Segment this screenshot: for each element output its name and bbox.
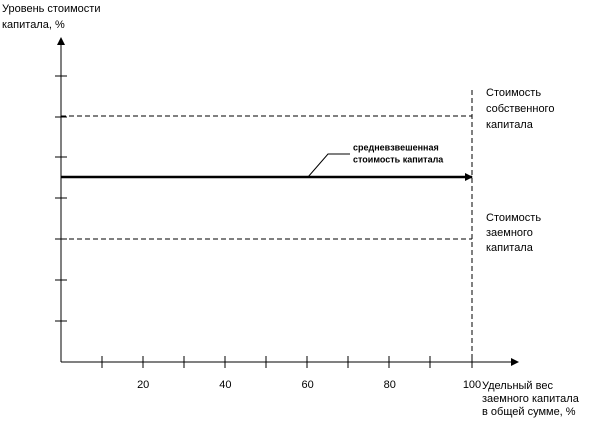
debt-label: капитала [486,242,534,254]
debt-label: заемного [486,227,533,239]
y-axis-label: Уровень стоимости [2,3,100,15]
x-axis-label: Удельный вес [482,380,553,392]
leader-line [307,153,350,178]
x-tick-label: 60 [301,379,313,391]
wacc-label: стоимость капитала [353,154,444,164]
x-tick-label: 100 [463,379,481,391]
x-tick-label: 80 [384,379,396,391]
equity-label: капитала [486,119,534,131]
wacc-label: средневзвешенная [353,142,439,152]
equity-label: собственного [486,103,554,115]
y-ticks [55,75,67,322]
debt-label: Стоимость [486,212,541,224]
x-axis-label: заемного капитала [482,393,580,405]
x-tick-label: 40 [219,379,231,391]
equity-label: Стоимость [486,87,541,99]
x-axis-label: в общей сумме, % [482,406,576,418]
y-axis-label: капитала, % [2,19,65,31]
x-tick-label: 20 [137,379,149,391]
